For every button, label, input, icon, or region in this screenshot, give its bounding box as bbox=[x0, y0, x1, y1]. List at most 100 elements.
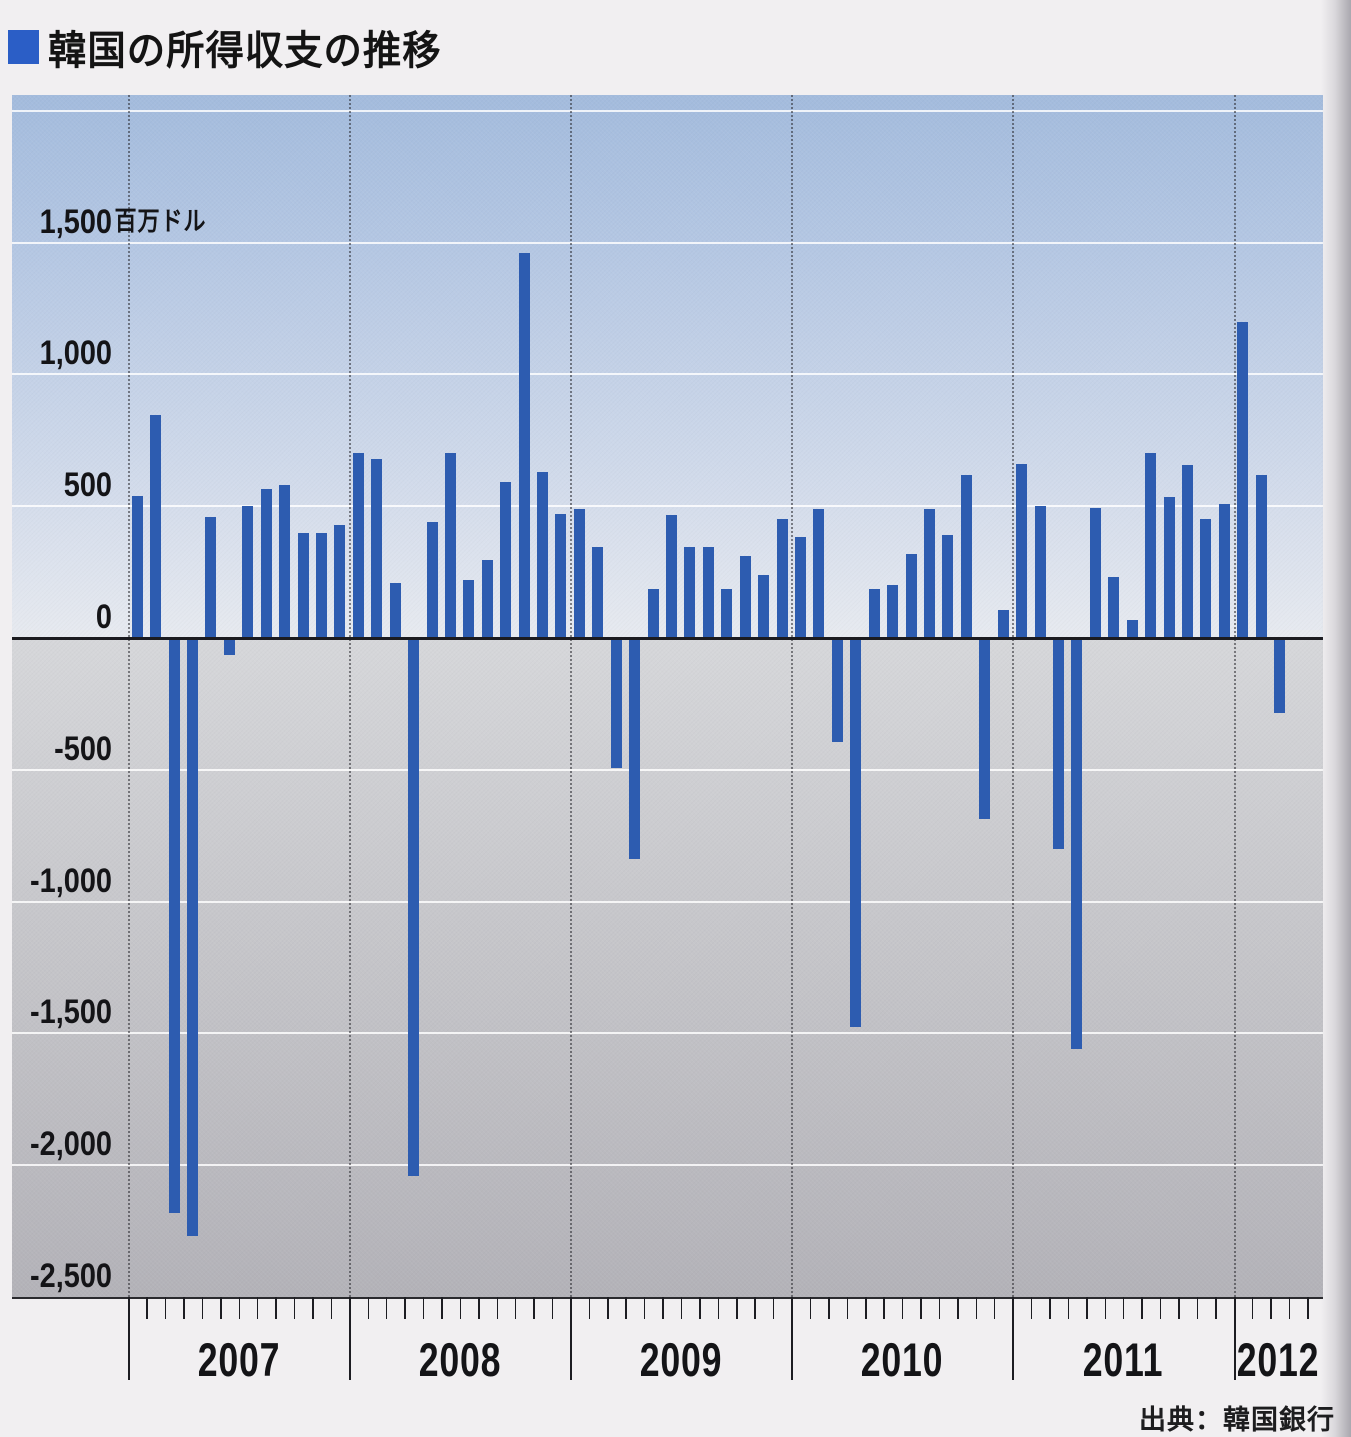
bar-2008-07 bbox=[463, 580, 475, 638]
bar-2012-01 bbox=[1237, 321, 1249, 638]
month-tick bbox=[901, 1297, 904, 1319]
month-tick bbox=[330, 1297, 333, 1319]
bar-2007-06 bbox=[223, 638, 235, 656]
month-tick bbox=[625, 1297, 627, 1319]
x-axis-year-label-2012: 2012 bbox=[1236, 1333, 1320, 1386]
month-tick bbox=[1049, 1297, 1051, 1319]
x-axis-year-label-2011: 2011 bbox=[1082, 1333, 1164, 1386]
source-credit: 出典：韓国銀行 bbox=[1139, 1405, 1335, 1435]
bar-2007-07 bbox=[242, 506, 254, 638]
bar-2009-01 bbox=[573, 508, 585, 638]
title-bullet-icon bbox=[8, 30, 39, 64]
year-separator-2009 bbox=[570, 95, 573, 1297]
bar-2011-05 bbox=[1089, 507, 1101, 638]
gridline-2000 bbox=[12, 109, 1323, 112]
bar-2007-03 bbox=[168, 638, 180, 1213]
bar-2010-01 bbox=[795, 536, 806, 638]
y-axis-label--1000: -1,000 bbox=[30, 861, 112, 900]
month-tick bbox=[1141, 1297, 1143, 1319]
month-tick bbox=[293, 1297, 296, 1319]
chart-plot: 1,500 百万ドル 1,000 500 0 -500 -1,000 -1,500 -2,000… bbox=[12, 95, 1323, 1299]
year-tick-2008 bbox=[349, 1297, 352, 1380]
month-tick bbox=[1251, 1297, 1254, 1319]
negative-region-background bbox=[12, 638, 1323, 1297]
bar-2010-10 bbox=[960, 474, 972, 638]
y-axis-label-1500: 1,500 百万ドル bbox=[39, 202, 207, 241]
month-tick bbox=[1104, 1297, 1107, 1319]
y-axis-label-1000: 1,000 bbox=[39, 334, 112, 373]
y-axis-label-500: 500 bbox=[63, 466, 112, 505]
month-tick bbox=[607, 1297, 609, 1319]
y-axis-label--2500: -2,500 bbox=[30, 1257, 112, 1295]
bar-2011-08 bbox=[1145, 453, 1157, 638]
month-tick bbox=[957, 1297, 959, 1319]
month-tick bbox=[220, 1297, 222, 1319]
bar-2011-01 bbox=[1016, 464, 1028, 638]
bar-2008-11 bbox=[537, 471, 549, 638]
x-axis-year-label-2008: 2008 bbox=[418, 1333, 501, 1386]
month-tick bbox=[680, 1297, 683, 1319]
month-tick bbox=[422, 1297, 425, 1319]
bar-2008-06 bbox=[444, 453, 456, 638]
bar-2008-08 bbox=[481, 560, 493, 638]
year-separator-2010 bbox=[791, 95, 794, 1297]
bar-2008-12 bbox=[555, 514, 567, 638]
bar-2008-10 bbox=[518, 253, 530, 638]
gridline--1500 bbox=[12, 1032, 1323, 1035]
month-tick bbox=[551, 1297, 554, 1319]
bar-2007-04 bbox=[186, 638, 198, 1237]
month-tick bbox=[514, 1297, 517, 1319]
bar-2011-04 bbox=[1071, 638, 1083, 1050]
month-tick bbox=[1067, 1297, 1070, 1319]
month-tick bbox=[183, 1297, 185, 1319]
month-tick bbox=[1086, 1297, 1088, 1319]
bar-2012-03 bbox=[1274, 638, 1286, 714]
bar-2009-06 bbox=[666, 515, 678, 638]
bar-2008-03 bbox=[389, 582, 401, 638]
page-edge-shading bbox=[1321, 0, 1351, 1437]
chart-title: 韓国の所得収支の推移 bbox=[48, 29, 442, 73]
month-tick bbox=[717, 1297, 720, 1319]
month-tick bbox=[459, 1297, 462, 1319]
bar-2007-10 bbox=[297, 532, 309, 638]
month-tick bbox=[1196, 1297, 1199, 1319]
bar-2010-07 bbox=[905, 553, 917, 638]
bar-2010-02 bbox=[813, 508, 825, 638]
bar-2007-12 bbox=[334, 524, 346, 638]
bar-2009-11 bbox=[758, 574, 770, 638]
month-tick bbox=[865, 1297, 867, 1319]
bar-2007-02 bbox=[150, 415, 162, 638]
year-tick-2010 bbox=[791, 1297, 794, 1380]
year-separator-2008 bbox=[349, 95, 352, 1297]
year-separator-2012 bbox=[1233, 95, 1236, 1297]
month-tick bbox=[883, 1297, 885, 1319]
gridline--500 bbox=[12, 768, 1323, 771]
bar-2009-07 bbox=[684, 547, 696, 638]
bar-2009-02 bbox=[592, 547, 604, 638]
month-tick bbox=[699, 1297, 701, 1319]
year-tick-2012 bbox=[1233, 1297, 1236, 1380]
month-tick bbox=[809, 1297, 812, 1319]
month-tick bbox=[588, 1297, 591, 1319]
gridline--2000 bbox=[12, 1164, 1323, 1167]
y-axis-label-0: 0 bbox=[95, 598, 112, 636]
bar-2011-10 bbox=[1181, 465, 1193, 638]
month-tick bbox=[1215, 1297, 1217, 1319]
bar-2011-03 bbox=[1052, 638, 1064, 849]
month-tick bbox=[1122, 1297, 1125, 1319]
month-tick bbox=[754, 1297, 756, 1319]
year-separator-2007 bbox=[128, 95, 130, 1297]
bar-2007-08 bbox=[260, 489, 272, 638]
month-tick bbox=[772, 1297, 775, 1319]
bar-2009-03 bbox=[610, 638, 622, 769]
month-tick bbox=[404, 1297, 406, 1319]
month-tick bbox=[275, 1297, 277, 1319]
month-tick bbox=[385, 1297, 388, 1319]
bar-2009-12 bbox=[776, 519, 788, 638]
bar-2011-11 bbox=[1200, 519, 1212, 638]
month-tick bbox=[1288, 1297, 1291, 1319]
bar-2008-01 bbox=[352, 453, 364, 638]
bar-2007-01 bbox=[131, 495, 143, 638]
bar-2008-04 bbox=[408, 638, 420, 1176]
